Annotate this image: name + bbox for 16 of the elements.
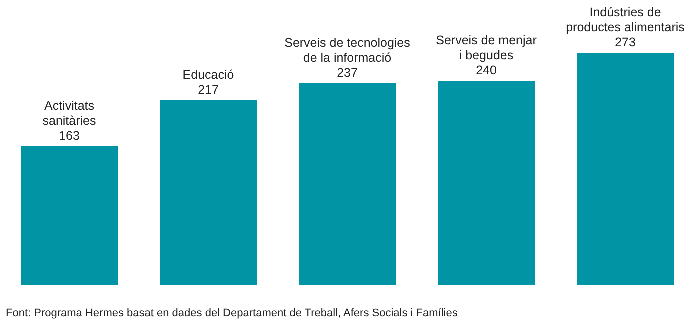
bar: [577, 52, 674, 285]
x-tick-label: Indústries de productes alimentaris: [566, 5, 685, 34]
x-tick-label: Educació: [182, 68, 234, 82]
data-label: 163: [59, 128, 80, 143]
bar: [438, 81, 535, 285]
x-tick-label: Serveis de tecnologies de la informació: [284, 36, 410, 66]
data-label: 237: [337, 66, 358, 80]
x-tick-label: Activitats sanitàries: [42, 98, 96, 128]
x-tick-label: Serveis de menjar i begudes: [436, 34, 537, 62]
bar: [21, 146, 118, 285]
data-label: 240: [476, 64, 497, 78]
bar: [299, 84, 396, 285]
bar: [160, 100, 257, 285]
data-label: 273: [615, 35, 636, 50]
data-label: 217: [198, 83, 219, 98]
text: Font: Programa Hermes basat en dades del Departament de Treball, Afers Socials i Famílies: [6, 308, 458, 320]
